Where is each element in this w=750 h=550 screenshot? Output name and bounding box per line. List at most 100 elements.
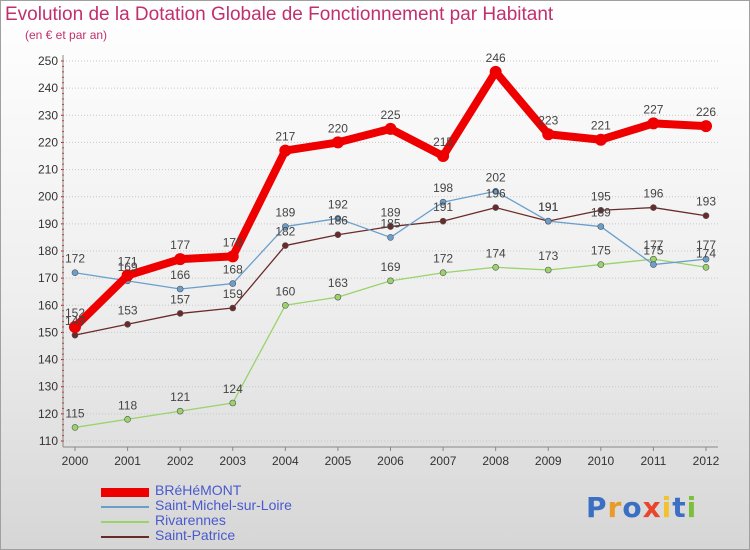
data-label: 195	[591, 189, 611, 203]
data-point	[174, 253, 187, 266]
data-point	[702, 212, 710, 220]
data-point	[439, 217, 447, 225]
data-label: 159	[223, 287, 243, 301]
data-point	[439, 198, 447, 206]
data-label: 124	[223, 382, 243, 396]
data-label: 193	[696, 195, 716, 209]
data-label: 153	[118, 303, 138, 317]
data-point	[176, 310, 184, 317]
data-point	[492, 187, 499, 195]
data-point	[176, 285, 184, 293]
data-point	[176, 407, 184, 415]
data-label: 225	[380, 108, 400, 122]
data-label: 182	[275, 225, 295, 239]
y-tick-label: 200	[38, 190, 58, 204]
data-label: 217	[275, 130, 295, 144]
legend-item: BRéHéMONT	[101, 482, 421, 499]
logo-letter: i	[686, 491, 698, 524]
y-tick-label: 240	[38, 81, 58, 95]
data-label: 196	[643, 187, 663, 201]
data-point	[71, 269, 79, 277]
data-label: 121	[170, 390, 190, 404]
data-point	[700, 120, 712, 133]
y-tick-label: 160	[38, 298, 58, 312]
data-label: 174	[486, 246, 506, 260]
logo-letter: o	[622, 491, 643, 524]
x-tick-label: 2011	[641, 454, 667, 468]
data-point	[279, 144, 292, 157]
data-label: 149	[65, 314, 85, 328]
data-point	[544, 266, 552, 274]
data-point	[702, 263, 710, 271]
data-point	[334, 231, 342, 239]
y-tick-label: 190	[38, 217, 58, 231]
data-point	[597, 261, 605, 268]
data-point	[492, 204, 499, 211]
data-label: 171	[118, 254, 138, 268]
data-label: 160	[275, 284, 295, 298]
legend-item: Saint-Patrice	[101, 527, 421, 544]
data-point	[71, 331, 79, 339]
data-label: 226	[696, 105, 716, 119]
data-label: 172	[433, 252, 453, 266]
legend-label: Rivarennes	[155, 512, 226, 528]
data-label: 157	[170, 292, 190, 306]
data-label: 189	[275, 206, 295, 220]
data-label: 174	[696, 246, 716, 260]
legend-swatch	[101, 487, 149, 497]
series-1	[71, 187, 710, 293]
data-point	[229, 304, 237, 312]
data-label: 175	[591, 244, 611, 258]
data-point	[647, 117, 660, 130]
data-point	[121, 269, 134, 282]
x-tick-label: 2005	[325, 454, 352, 468]
data-point	[229, 280, 237, 287]
data-label: 221	[591, 119, 611, 133]
data-label: 163	[328, 276, 348, 290]
x-tick-label: 2008	[482, 454, 509, 468]
legend-item: Rivarennes	[101, 512, 421, 529]
legend-label: Saint-Michel-sur-Loire	[155, 497, 292, 513]
data-point	[542, 128, 555, 141]
data-point	[334, 215, 342, 222]
y-tick-label: 180	[38, 244, 58, 258]
x-tick-label: 2010	[587, 454, 614, 468]
data-label: 173	[538, 249, 558, 263]
series-3	[71, 204, 710, 339]
data-label: 191	[433, 200, 453, 214]
data-point	[387, 223, 394, 230]
data-label: 189	[380, 206, 400, 220]
logo-letter: P	[586, 491, 608, 524]
data-label: 166	[170, 268, 190, 282]
legend-label: Saint-Patrice	[155, 527, 236, 543]
data-point	[544, 217, 552, 225]
data-label: 177	[170, 238, 190, 252]
data-point	[334, 293, 342, 301]
logo-letter: t	[672, 491, 687, 524]
legend-swatch	[101, 506, 149, 508]
data-label: 227	[643, 102, 663, 116]
data-label: 196	[486, 187, 506, 201]
data-label: 246	[486, 51, 506, 65]
data-label: 169	[118, 260, 138, 274]
data-label: 177	[696, 238, 716, 252]
data-label: 215	[433, 135, 453, 149]
legend-item: Saint-Michel-sur-Loire	[101, 497, 421, 514]
chart-subtitle: (en € et par an)	[25, 28, 108, 42]
y-tick-label: 210	[38, 163, 58, 177]
y-tick-label: 250	[38, 54, 58, 68]
data-label: 189	[591, 206, 611, 220]
legend-swatch	[101, 536, 149, 538]
logo-letter: x	[642, 491, 662, 524]
data-label: 223	[538, 113, 558, 127]
logo-letter: i	[661, 491, 673, 524]
data-point	[387, 234, 394, 241]
y-tick-label: 130	[38, 380, 58, 394]
data-label: 202	[486, 170, 506, 184]
legend-swatch	[101, 521, 149, 523]
data-point	[226, 250, 239, 263]
x-tick-label: 2007	[430, 454, 457, 468]
data-label: 185	[380, 216, 400, 230]
